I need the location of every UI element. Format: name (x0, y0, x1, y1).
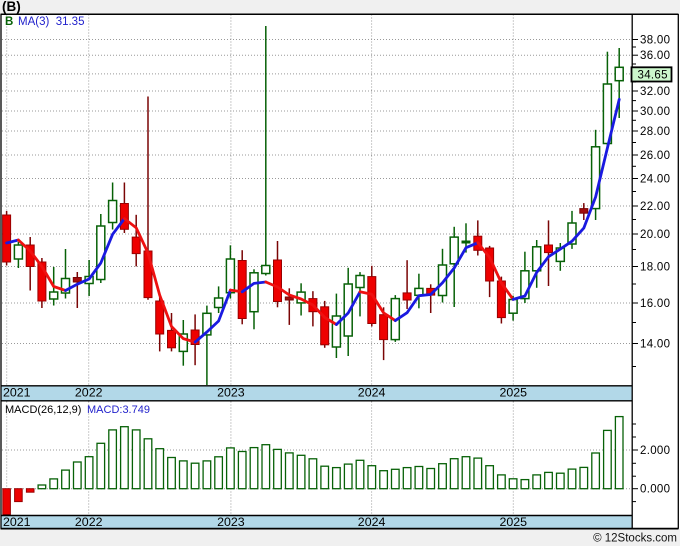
svg-text:2025: 2025 (500, 386, 528, 400)
svg-text:MACD(26,12,9): MACD(26,12,9) (5, 404, 81, 416)
svg-text:2022: 2022 (75, 515, 103, 529)
svg-text:36.00: 36.00 (640, 50, 670, 62)
svg-text:2021: 2021 (3, 386, 31, 400)
svg-text:38.00: 38.00 (640, 35, 670, 47)
svg-text:2025: 2025 (500, 515, 528, 529)
svg-text:MA(3) 31.35: MA(3) 31.35 (18, 16, 84, 28)
svg-text:18.00: 18.00 (640, 262, 670, 274)
svg-text:0.000: 0.000 (640, 484, 670, 496)
svg-text:20.00: 20.00 (640, 229, 670, 241)
svg-text:2024: 2024 (358, 386, 386, 400)
svg-text:22.00: 22.00 (640, 201, 670, 213)
svg-text:2023: 2023 (217, 386, 245, 400)
svg-text:B: B (5, 16, 13, 28)
svg-text:2023: 2023 (217, 515, 245, 529)
svg-text:(B): (B) (2, 0, 21, 14)
svg-text:30.00: 30.00 (640, 106, 670, 118)
svg-text:16.00: 16.00 (640, 298, 670, 310)
svg-text:2.000: 2.000 (640, 445, 670, 457)
svg-text:2021: 2021 (3, 515, 31, 529)
svg-text:24.00: 24.00 (640, 174, 670, 186)
svg-text:© 12Stocks.com: © 12Stocks.com (593, 533, 677, 545)
svg-text:14.00: 14.00 (640, 339, 670, 351)
svg-text:2022: 2022 (75, 386, 103, 400)
svg-text:MACD:3.749: MACD:3.749 (87, 404, 150, 416)
svg-text:34.65: 34.65 (638, 70, 668, 82)
svg-text:2024: 2024 (358, 515, 386, 529)
svg-text:26.00: 26.00 (640, 150, 670, 162)
svg-text:28.00: 28.00 (640, 126, 670, 138)
svg-text:32.00: 32.00 (640, 86, 670, 98)
